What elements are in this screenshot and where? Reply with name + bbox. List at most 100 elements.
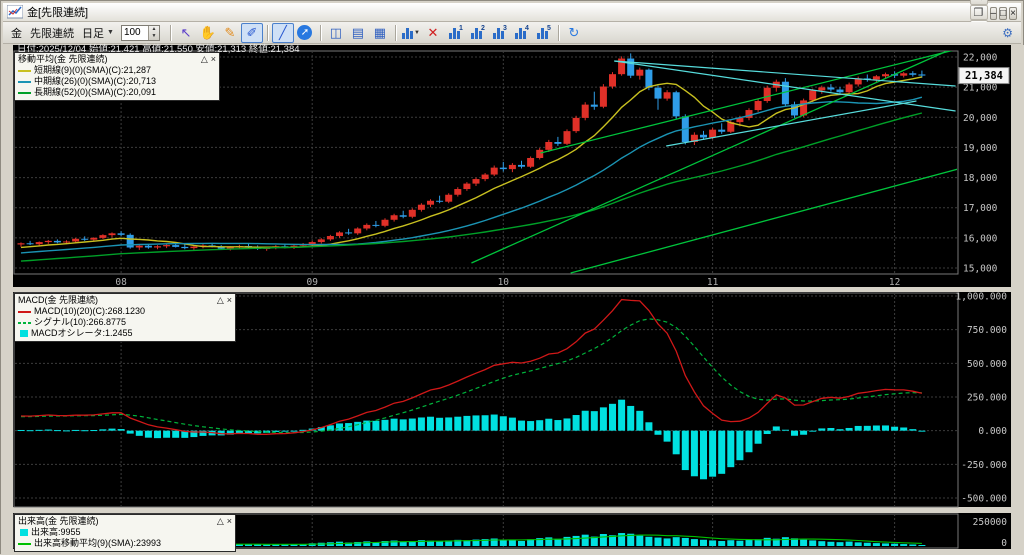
table-view-icon[interactable]: ▦ <box>369 23 391 43</box>
chevron-down-icon: ▼ <box>414 30 420 36</box>
spinner-down-icon[interactable]: ▼ <box>149 33 159 40</box>
pan-hand-icon[interactable]: ✋ <box>197 23 219 43</box>
draw-pencil-icon[interactable]: ✎ <box>219 23 241 43</box>
volume-bar <box>400 542 407 546</box>
legend-header[interactable]: 移動平均(金 先限連続)△× <box>18 54 216 65</box>
collapse-icon[interactable]: △ <box>217 295 224 306</box>
candle <box>409 210 416 217</box>
macd-oscillator-bar <box>445 417 452 430</box>
macd-oscillator-bar <box>846 428 853 431</box>
draw-line-icon[interactable]: ✐ <box>241 23 263 43</box>
svg-text:17,000: 17,000 <box>963 203 998 214</box>
volume-bar <box>363 541 370 546</box>
legend-label: 短期線(9)(0)(SMA)(C):21,287 <box>34 65 151 76</box>
delete-indicator-icon[interactable]: ✕ <box>422 23 444 43</box>
candle <box>391 215 398 220</box>
candle <box>72 239 79 242</box>
candle <box>163 245 170 246</box>
candle <box>382 220 389 226</box>
close-icon[interactable]: × <box>227 516 232 527</box>
candle <box>181 247 188 248</box>
candle <box>145 246 152 248</box>
last-price-label: 21,384 <box>965 70 1003 82</box>
cursor-select-icon[interactable]: ↖ <box>175 23 197 43</box>
legend-label: 出来高:9955 <box>31 527 81 538</box>
auto-scale-icon[interactable]: ➚ <box>294 23 316 43</box>
trendline-tool-icon[interactable]: ╱ <box>272 23 294 43</box>
bars-count-input[interactable] <box>122 26 148 40</box>
macd-oscillator-bar <box>837 429 844 430</box>
indicator-2-icon[interactable]: 2 <box>466 23 488 43</box>
macd-oscillator-bar <box>527 421 534 431</box>
candle <box>54 241 61 243</box>
minimize-button[interactable]: – <box>990 7 998 20</box>
svg-text:18,000: 18,000 <box>963 173 998 184</box>
contract-label: 先限連続 <box>30 25 74 41</box>
candle <box>45 241 52 242</box>
volume-bar <box>573 536 580 546</box>
bar-chart-icon[interactable]: ▼ <box>400 23 422 43</box>
chevron-down-icon: ▼ <box>107 29 114 36</box>
macd-oscillator-bar <box>154 431 161 438</box>
close-icon[interactable]: × <box>211 54 216 65</box>
indicator-5-icon[interactable]: 5 <box>532 23 554 43</box>
legend-header[interactable]: MACD(金 先限連続)△× <box>18 295 232 306</box>
collapse-icon[interactable]: △ <box>217 516 224 527</box>
chart-window-icon[interactable]: ◫ <box>325 23 347 43</box>
svg-text:10: 10 <box>498 277 510 288</box>
volume-bar <box>500 540 507 546</box>
bars-count-spinner[interactable]: ▲ ▼ <box>121 25 160 41</box>
close-button[interactable]: × <box>1009 7 1017 20</box>
titlebar[interactable]: 金[先限連続] ✎❐❏ –□× <box>3 3 1021 22</box>
macd-oscillator-bar <box>718 431 725 474</box>
macd-oscillator-bar <box>554 420 561 431</box>
candle <box>818 87 825 90</box>
macd-oscillator-bar <box>454 417 461 431</box>
macd-oscillator-bar <box>864 426 871 431</box>
legend-row: 中期線(26)(0)(SMA)(C):20,713 <box>18 76 216 87</box>
close-icon[interactable]: × <box>227 295 232 306</box>
macd-oscillator-bar <box>682 431 689 470</box>
volume-bar <box>855 542 862 546</box>
macd-oscillator-bar <box>627 406 634 431</box>
indicator-4-icon[interactable]: 4 <box>510 23 532 43</box>
candle <box>873 76 880 79</box>
macd-oscillator-bar <box>54 430 61 431</box>
legend-row: 出来高移動平均(9)(SMA):23993 <box>18 538 232 549</box>
legend-swatch <box>20 529 28 536</box>
grid-view-icon[interactable]: ▤ <box>347 23 369 43</box>
legend-row: MACDオシレータ:1.2455 <box>18 328 232 339</box>
macd-oscillator-bar <box>291 431 298 432</box>
period-dropdown[interactable]: 日足 ▼ <box>79 24 117 42</box>
candle <box>445 195 452 202</box>
svg-text:1,000.000: 1,000.000 <box>956 292 1008 303</box>
macd-oscillator-bar <box>591 411 598 431</box>
spinner-up-icon[interactable]: ▲ <box>149 26 159 33</box>
macd-oscillator-bar <box>136 431 143 436</box>
candle <box>482 175 489 180</box>
candle <box>463 184 470 189</box>
indicator-1-icon[interactable]: 1 <box>444 23 466 43</box>
maximize-button[interactable]: □ <box>999 7 1007 20</box>
indicator-3-icon[interactable]: 3 <box>488 23 510 43</box>
volume-bar <box>827 542 834 546</box>
settings-wrench-icon[interactable]: ⚙ <box>1002 26 1013 40</box>
macd-oscillator-bar <box>354 422 361 431</box>
macd-oscillator-bar <box>564 418 571 430</box>
volume-bar <box>636 536 643 546</box>
legend-header[interactable]: 出来高(金 先限連続)△× <box>18 516 232 527</box>
annotate-icon[interactable]: ✎ <box>970 0 988 5</box>
collapse-icon[interactable]: △ <box>201 54 208 65</box>
float-window-icon[interactable]: ❐ <box>970 5 988 20</box>
legend-label: 出来高移動平均(9)(SMA):23993 <box>34 538 161 549</box>
candle <box>564 131 571 144</box>
candle <box>645 70 652 88</box>
macd-oscillator-bar <box>127 431 134 434</box>
macd-oscillator-bar <box>900 427 907 430</box>
volume-bar <box>909 544 916 546</box>
candle <box>81 239 88 240</box>
volume-bar <box>809 540 816 546</box>
refresh-icon[interactable]: ↻ <box>563 23 585 43</box>
macd-oscillator-bar <box>673 431 680 455</box>
